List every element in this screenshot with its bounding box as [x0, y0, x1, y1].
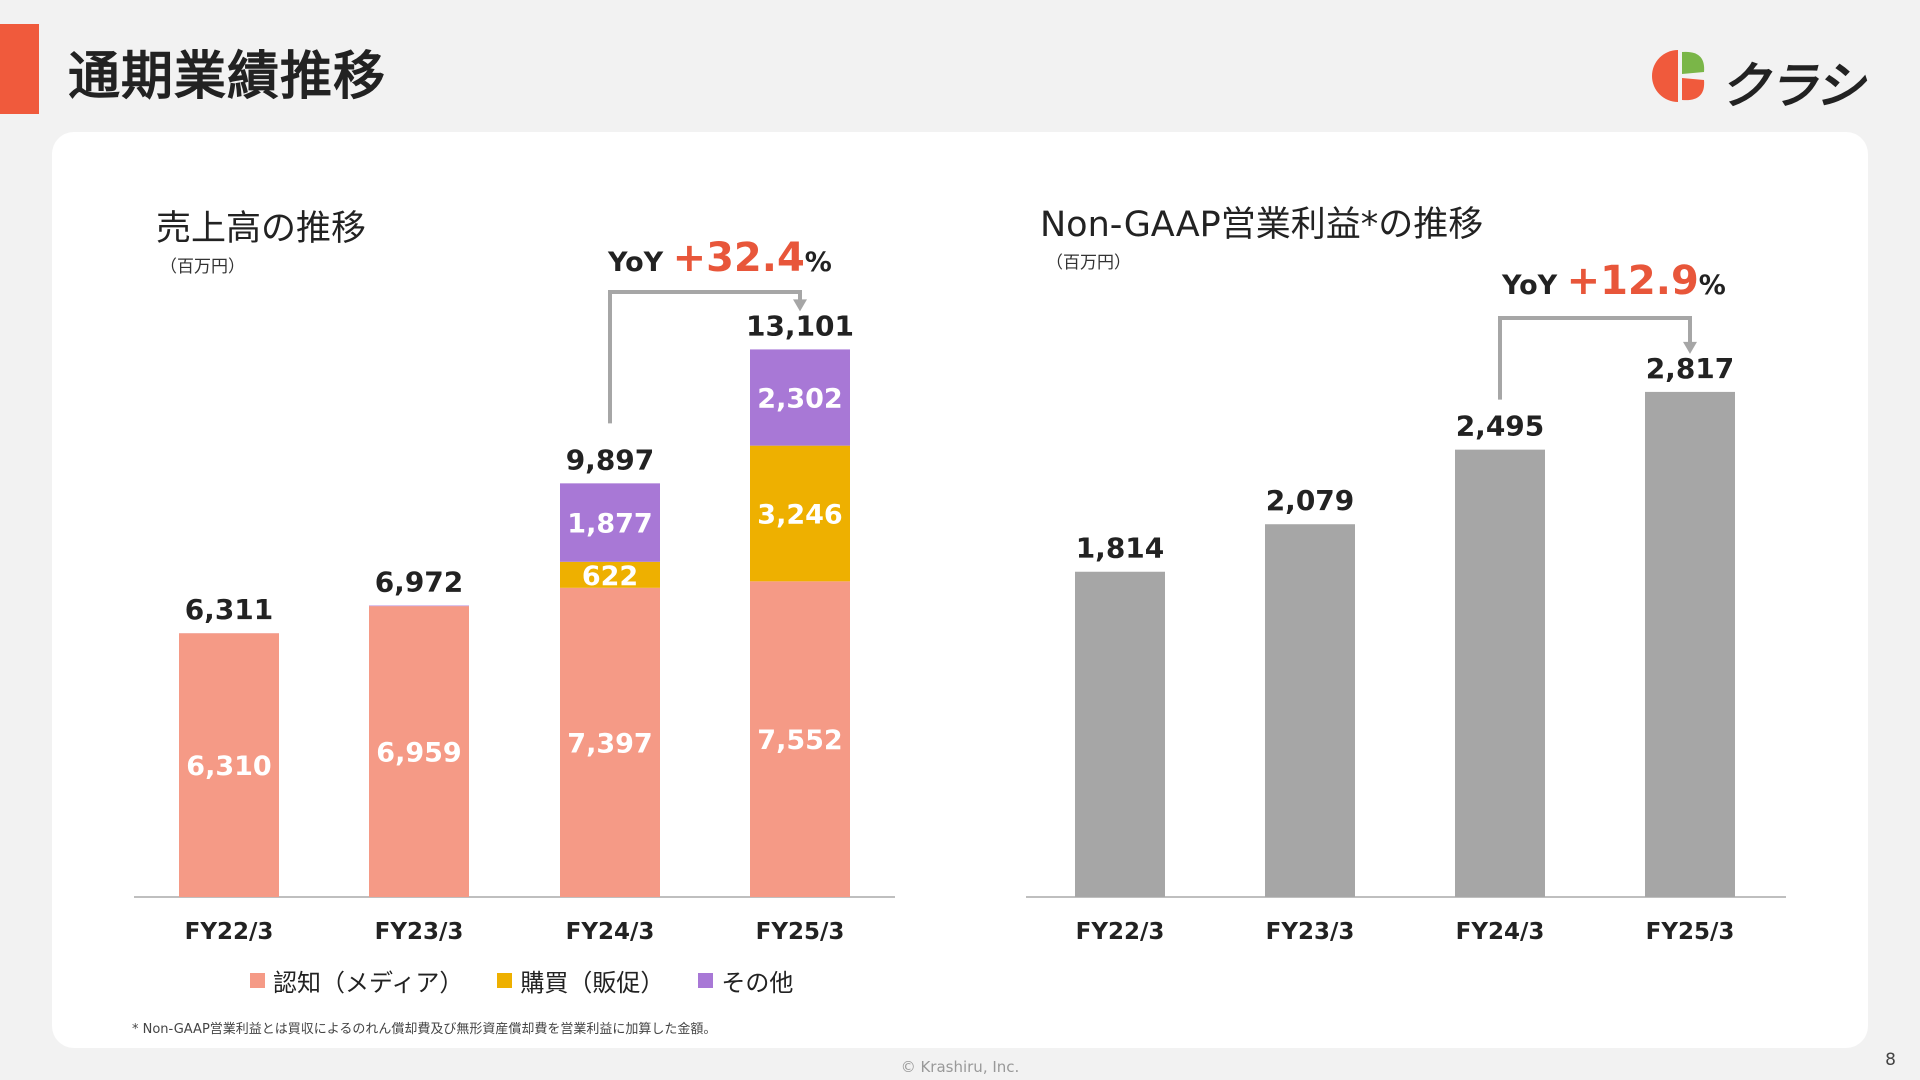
- revenue-total-label-4: 13,101: [746, 309, 854, 342]
- revenue-total-label-2: 6,972: [375, 566, 464, 599]
- revenue-yoy-value: +32.4: [673, 235, 805, 281]
- revenue-yoy-bracket: [608, 290, 802, 424]
- profit-x-tick-3: FY24/3: [1456, 919, 1545, 945]
- legend-item-other: その他: [698, 963, 793, 998]
- legend-label-purchase: 購買（販促）: [520, 969, 665, 997]
- revenue-bar-label-purchase-3: 622: [582, 561, 638, 592]
- revenue-bar-label-other-3: 1,877: [567, 509, 652, 540]
- revenue-bar-label-awareness-2: 6,959: [376, 738, 461, 769]
- profit-bar-3: [1455, 449, 1545, 897]
- revenue-bar-awareness-2: [369, 606, 469, 897]
- legend-swatch-purchase: [497, 973, 513, 988]
- revenue-bar-other-4: [750, 349, 850, 446]
- revenue-bar-awareness-4: [750, 581, 850, 897]
- profit-yoy-label: YoY +12.9%: [1501, 258, 1726, 304]
- page-title: 通期業績推移: [68, 47, 387, 107]
- profit-yoy-arrowhead: [1683, 341, 1697, 354]
- revenue-bar-awareness-3: [560, 587, 660, 897]
- revenue-bar-label-other-4: 2,302: [757, 384, 842, 415]
- revenue-total-label-3: 9,897: [566, 443, 655, 476]
- profit-bar-4: [1645, 391, 1735, 897]
- revenue-chart-title: 売上高の推移: [156, 209, 367, 249]
- page-number: 8: [1885, 1050, 1896, 1070]
- profit-value-label-1: 1,814: [1076, 532, 1165, 565]
- legend-item-purchase: 購買（販促）: [497, 963, 664, 998]
- revenue-x-tick-1: FY22/3: [185, 919, 274, 945]
- revenue-bar-awareness-1: [179, 633, 279, 897]
- revenue-bar-purchase-4: [750, 445, 850, 582]
- revenue-bar-label-awareness-3: 7,397: [567, 728, 652, 759]
- footnote: * Non-GAAP営業利益とは買収によるのれん償却費及び無形資産償却費を営業利…: [132, 1022, 717, 1037]
- revenue-x-tick-3: FY24/3: [566, 919, 655, 945]
- logo-mark-icon: [1652, 50, 1705, 102]
- profit-chart-unit: （百万円）: [1046, 253, 1131, 273]
- legend-label-other: その他: [721, 969, 794, 997]
- legend-label-awareness: 認知（メディア）: [273, 969, 464, 997]
- revenue-yoy-label: YoY +32.4%: [607, 235, 832, 281]
- revenue-x-tick-4: FY25/3: [756, 919, 845, 945]
- profit-yoy-value: +12.9: [1567, 258, 1699, 304]
- revenue-chart-unit: （百万円）: [160, 257, 245, 277]
- profit-bar-1: [1075, 571, 1165, 897]
- profit-yoy-bracket: [1498, 316, 1692, 400]
- revenue-bar-label-awareness-4: 7,552: [757, 725, 842, 756]
- revenue-bar-label-purchase-4: 3,246: [757, 499, 842, 530]
- legend-swatch-other: [698, 973, 714, 988]
- revenue-bar-purchase-3: [560, 561, 660, 588]
- profit-x-tick-1: FY22/3: [1076, 919, 1165, 945]
- revenue-bar-label-awareness-1: 6,310: [186, 751, 271, 782]
- content-panel: [52, 132, 1868, 1048]
- profit-x-tick-2: FY23/3: [1266, 919, 1355, 945]
- revenue-total-label-1: 6,311: [185, 593, 274, 626]
- profit-value-label-4: 2,817: [1646, 352, 1735, 385]
- revenue-bar-other-2: [369, 605, 469, 607]
- profit-value-label-3: 2,495: [1456, 410, 1545, 443]
- revenue-legend: 認知（メディア） 購買（販促） その他: [250, 963, 793, 998]
- title-accent-bar: [0, 24, 39, 114]
- profit-value-label-2: 2,079: [1266, 484, 1355, 517]
- profit-bar-2: [1265, 524, 1355, 897]
- revenue-bar-other-3: [560, 483, 660, 562]
- legend-swatch-awareness: [250, 973, 265, 988]
- profit-x-tick-4: FY25/3: [1646, 919, 1735, 945]
- revenue-yoy-arrowhead: [793, 299, 807, 312]
- legend-item-awareness: 認知（メディア）: [250, 963, 463, 998]
- profit-chart-title: Non-GAAP営業利益*の推移: [1040, 205, 1484, 245]
- revenue-x-tick-2: FY23/3: [375, 919, 464, 945]
- copyright: © Krashiru, Inc.: [900, 1058, 1020, 1076]
